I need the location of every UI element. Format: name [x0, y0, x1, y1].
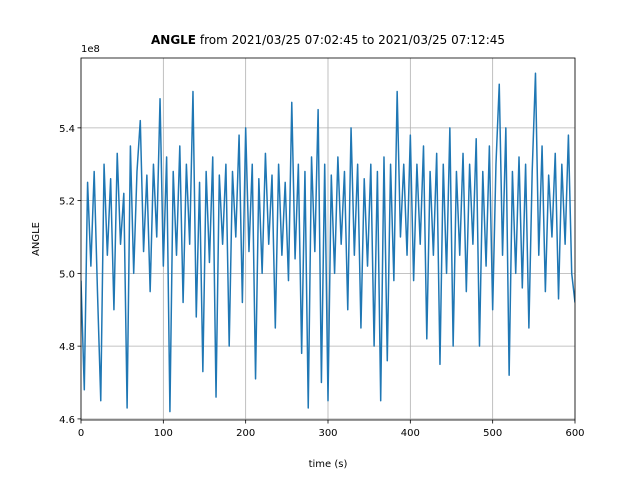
y-tick-label: 5.0 — [59, 269, 75, 280]
x-tick-label: 400 — [401, 428, 420, 439]
data-line — [81, 72, 575, 413]
title-rest: from 2021/03/25 07:02:45 to 2021/03/25 0… — [200, 33, 505, 47]
y-tick-label: 4.6 — [59, 415, 75, 426]
x-tick-label: 100 — [154, 428, 173, 439]
title-bold: ANGLE — [151, 33, 196, 47]
y-tick-label: 4.8 — [59, 342, 75, 353]
x-axis-label: time (s) — [309, 459, 348, 470]
y-tick-label: 5.2 — [59, 197, 75, 208]
x-tick-label: 0 — [78, 428, 84, 439]
x-tick-label: 300 — [318, 428, 337, 439]
y-axis-label: ANGLE — [31, 222, 42, 256]
y-tick-label: 5.4 — [59, 124, 75, 135]
x-tick-label: 500 — [483, 428, 502, 439]
x-tick-label: 200 — [236, 428, 255, 439]
x-tick-label: 600 — [565, 428, 584, 439]
axes-frame — [80, 57, 576, 421]
y-offset-text: 1e8 — [81, 44, 100, 55]
chart-title: ANGLE from 2021/03/25 07:02:45 to 2021/0… — [151, 33, 505, 47]
